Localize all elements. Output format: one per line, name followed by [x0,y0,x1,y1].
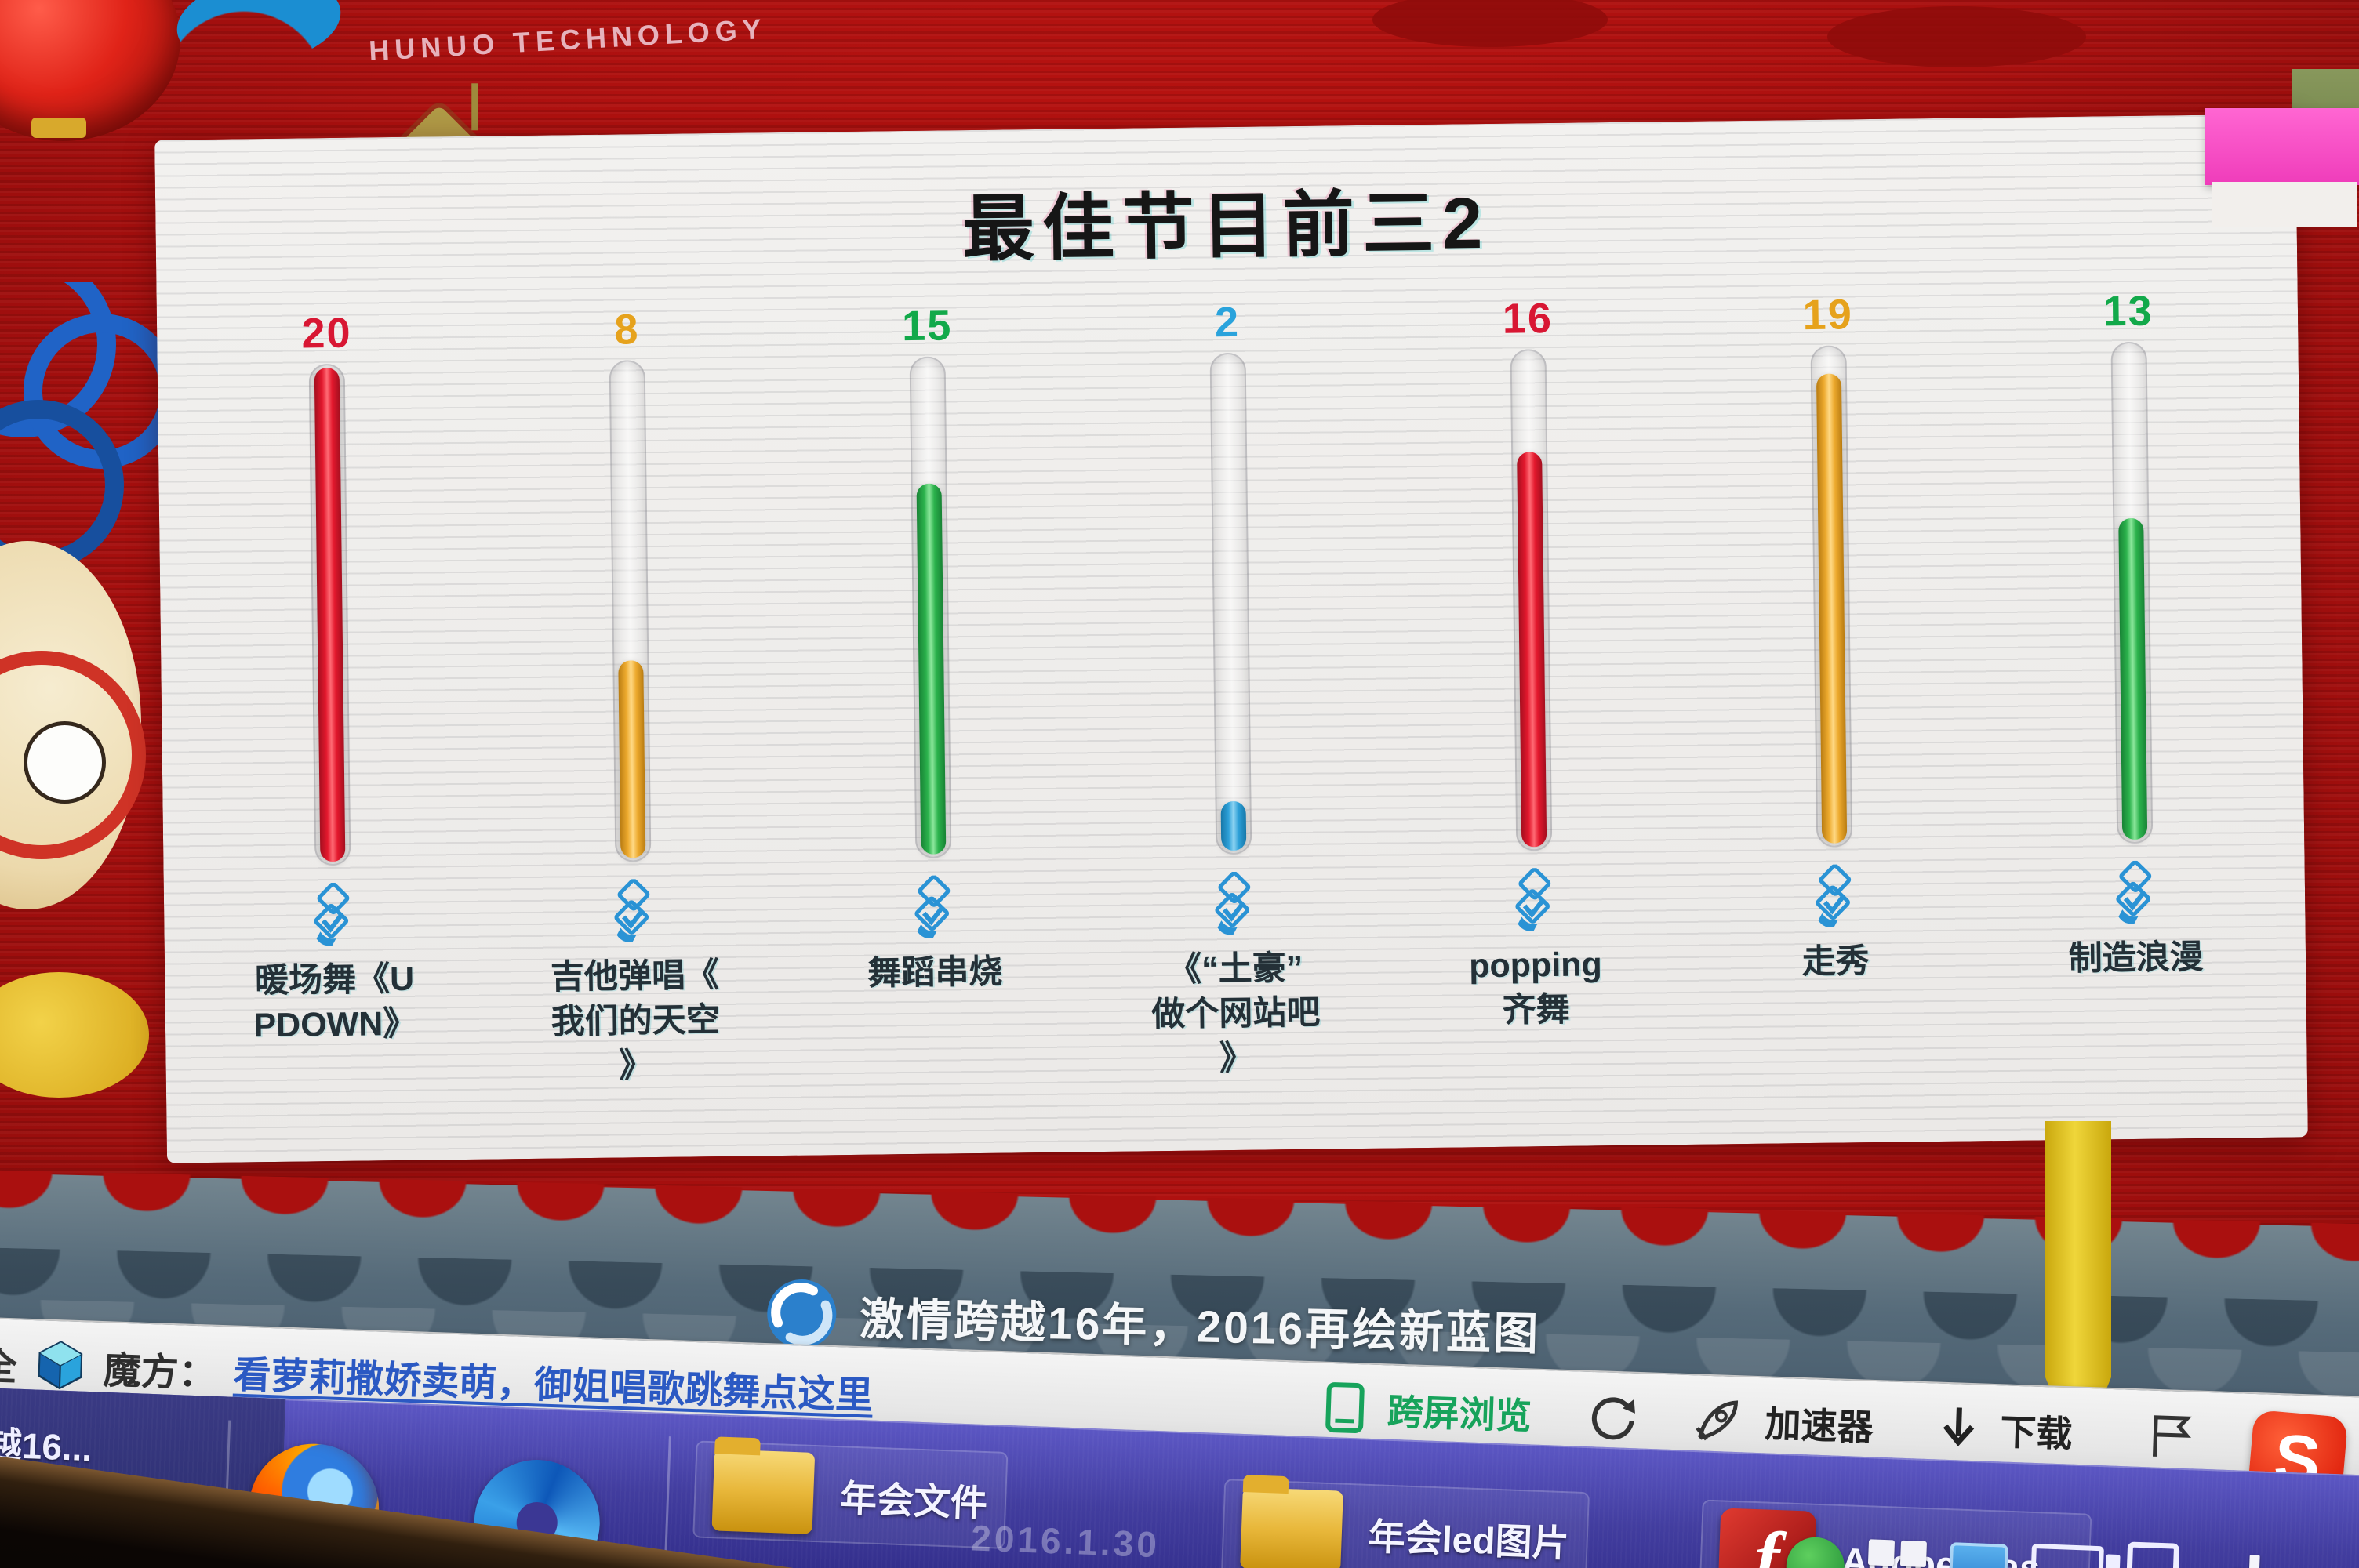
lantern-decor [0,0,180,141]
tray-blue-app-icon[interactable] [1948,1542,2008,1568]
bar-category-label: 舞蹈串烧 [867,953,1003,993]
mofang-cube-icon [34,1338,87,1392]
cross-screen-label[interactable]: 跨屏浏览 [1386,1391,1532,1437]
mofang-app-label: 魔方： [102,1350,217,1396]
bar-track [309,363,351,866]
bar [1516,452,1547,848]
browser-status-strip: 全 魔方： 看萝莉撒娇卖萌，御姐唱歌跳舞点这里 跨屏浏览 [0,1316,2359,1510]
bar-category-label: 走秀 [1801,942,1870,982]
bar-category-label: popping 齐舞 [1468,946,1603,1029]
wave-banner-band: 激情跨越16年，2016再绘新蓝图 [0,1172,2359,1446]
bar-value-label: 15 [901,302,953,350]
taskbar-button-nianhui-led[interactable]: 年会led图片 [1220,1479,1590,1568]
vote-check-icon[interactable] [911,875,958,948]
bar-track [609,360,652,862]
taskbar-button-nianhui-files[interactable]: 年会文件 [692,1440,1009,1549]
task-button-label: 年会led图片 [1367,1515,1570,1564]
pink-sticker [2205,108,2359,185]
accelerator-label[interactable]: 加速器 [1764,1403,1874,1448]
taskbar-divider [664,1436,671,1555]
chart-column: 20 暖场舞《U PDOWN》 [176,301,487,1149]
bar-value-label: 2 [1214,298,1241,347]
bar-value-label: 20 [301,309,352,358]
banner-logo-icon [763,1276,840,1352]
task-button-label: 年会文件 [839,1476,988,1524]
bar-value-label: 16 [1502,294,1554,343]
flag-icon[interactable] [2148,1411,2194,1460]
tray-windows-grid-icon[interactable] [1866,1539,1928,1568]
bar-track [1510,349,1553,851]
chart-column: 8 吉他弹唱《 我们的天空 》 [477,297,787,1145]
slide-title: 最佳节目前三2 [961,183,1491,270]
brand-text: HUNUO TECHNOLOGY [368,12,768,67]
cross-screen-phone-icon[interactable] [1324,1381,1366,1435]
tray-green-icon[interactable] [1785,1536,1846,1568]
hunuo-logo-swoosh [171,0,347,76]
bar-track [2110,341,2153,844]
chart-column: 16 popping 齐舞 [1377,286,1688,1134]
bar [2117,517,2147,840]
chart-columns: 20 暖场舞《U PDOWN》 8 吉他弹唱《 我们的 [176,279,2288,1149]
bar [314,367,346,862]
ghost-wallpaper-text: 2016.1.30 [970,1517,1161,1566]
bar-track [1810,345,1853,848]
decor-opera-mask-art [0,282,169,1105]
bar-category-label: 吉他弹唱《 我们的天空 》 [550,956,720,1085]
bar-value-label: 13 [2103,287,2154,336]
vote-results-slide: 最佳节目前三2 20 暖场舞《U PDOWN》 8 [154,114,2308,1163]
chart-column: 2 《“土豪” 做个网站吧 》 [1077,290,1387,1138]
vote-check-icon[interactable] [310,882,358,956]
bar-category-label: 《“土豪” 做个网站吧 》 [1151,949,1321,1077]
bar-category-label: 制造浪漫 [2068,938,2204,978]
rocket-icon[interactable] [1691,1393,1744,1446]
tray-files-icon[interactable] [2030,1543,2104,1568]
vote-check-icon[interactable] [610,878,658,952]
refresh-icon[interactable] [1589,1392,1639,1442]
vote-check-icon[interactable] [2111,860,2159,934]
bar [1220,800,1247,851]
vote-check-icon[interactable] [1811,864,1859,937]
tray-signal-bars-icon[interactable] [2201,1552,2260,1568]
bar-value-label: 19 [1802,291,1854,339]
download-label[interactable]: 下载 [1999,1411,2074,1455]
bar [916,483,947,855]
folder-icon [711,1449,816,1534]
chart-column: 19 走秀 [1677,282,1988,1131]
vote-check-icon[interactable] [1211,871,1259,945]
bar-value-label: 8 [614,306,640,354]
download-arrow-icon[interactable] [1939,1404,1979,1453]
bar [1816,373,1847,844]
bar-track [1209,352,1252,855]
backdrop-decor [1827,6,2086,67]
chart-column: 13 制造浪漫 [1978,279,2288,1127]
vote-check-icon[interactable] [1510,867,1558,941]
bar-track [909,356,952,858]
chart-column: 15 舞蹈串烧 [776,293,1087,1142]
backdrop-decor [1372,0,1608,47]
bar [618,660,646,858]
bar-category-label: 暖场舞《U PDOWN》 [253,960,417,1045]
tray-devices-icon[interactable] [2125,1541,2180,1568]
folder-icon [1240,1487,1343,1568]
pink-sticker-bottom [2212,182,2357,227]
clipped-edge-text: 全 [0,1345,18,1389]
